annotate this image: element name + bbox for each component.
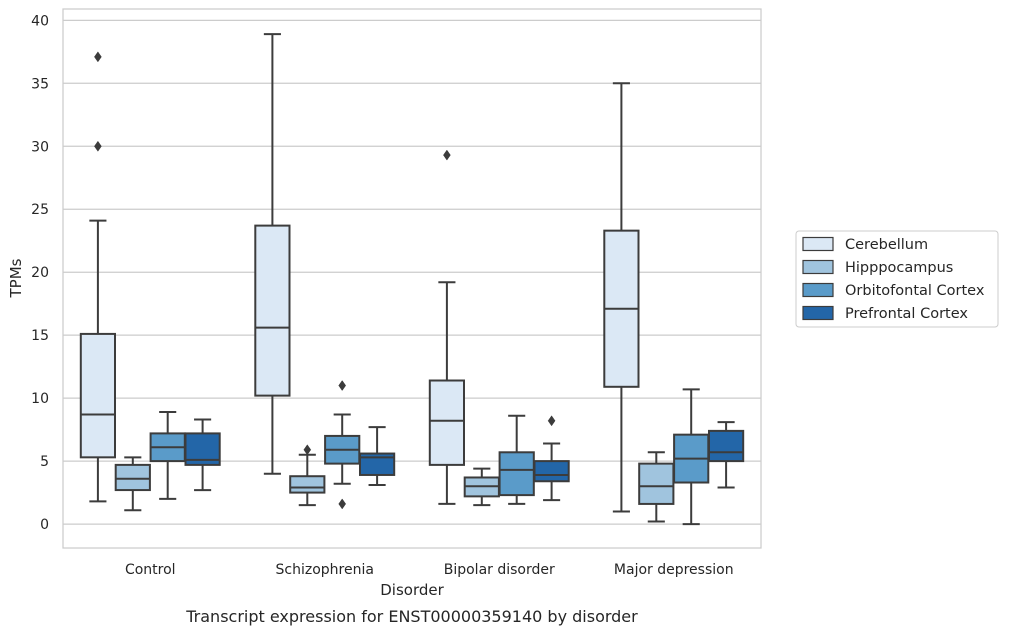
iqr-box	[79, 332, 117, 459]
box-group	[498, 414, 535, 505]
legend-swatch	[802, 282, 834, 298]
x-tick-label: Schizophrenia	[276, 562, 374, 578]
y-tick-label: 25	[31, 202, 49, 218]
y-tick-label: 0	[40, 517, 49, 533]
outlier-point	[443, 149, 451, 161]
y-tick-label: 30	[31, 139, 49, 155]
legend-items: Cerebellum Hipppocampus Orbitofontal Corte…	[802, 236, 985, 322]
chart-caption: Transcript expression for ENST0000035914…	[185, 607, 638, 626]
legend-label: Prefrontal Cortex	[845, 306, 968, 322]
box-group	[289, 444, 326, 507]
outlier-point	[94, 140, 102, 152]
box-group	[428, 149, 466, 505]
box-group	[463, 467, 500, 507]
legend-frame	[795, 230, 999, 328]
box-group	[254, 33, 291, 475]
legend-swatch	[802, 236, 834, 252]
outlier-point	[94, 51, 102, 63]
legend-label: Hipppocampus	[845, 260, 953, 276]
outlier-point	[547, 415, 556, 427]
legend-label: Cerebellum	[845, 237, 928, 253]
y-tick-labels: 0 5 10 15 20 25 30 35 40	[31, 13, 49, 533]
x-tick-labels: Control Schizophrenia Bipolar disorder Majo…	[125, 562, 734, 578]
box-layer	[79, 33, 745, 526]
box-group	[603, 82, 640, 513]
iqr-box	[638, 462, 675, 505]
box-group	[184, 418, 221, 492]
outlier-point	[338, 380, 347, 391]
x-tick-label: Control	[125, 562, 176, 578]
legend-label: Orbitofontal Cortex	[845, 283, 985, 299]
y-tick-label: 35	[31, 76, 49, 92]
iqr-box	[254, 224, 291, 397]
box-group	[79, 51, 117, 503]
iqr-box	[428, 379, 466, 466]
iqr-box	[358, 452, 396, 476]
box-group	[673, 388, 710, 526]
box-group	[114, 456, 151, 512]
legend-swatch	[802, 259, 834, 275]
iqr-box	[498, 451, 535, 497]
y-tick-label: 10	[31, 391, 49, 407]
box-group	[533, 415, 570, 502]
y-axis-label: TPMs	[7, 258, 25, 298]
iqr-box	[289, 475, 326, 494]
legend: Cerebellum Hipppocampus Orbitofontal Corte…	[795, 230, 999, 328]
y-tick-label: 15	[31, 328, 49, 344]
y-tick-label: 20	[31, 265, 49, 281]
box-group	[358, 426, 396, 487]
box-group	[149, 410, 186, 500]
y-tick-label: 40	[31, 13, 49, 29]
x-axis-label: Disorder	[380, 581, 444, 599]
box-group	[324, 380, 361, 510]
box-group	[707, 421, 745, 489]
outlier-point	[303, 444, 312, 456]
x-tick-label: Bipolar disorder	[444, 562, 555, 578]
iqr-box	[707, 429, 745, 463]
plot-area-frame	[62, 8, 762, 549]
y-tick-label: 5	[40, 454, 49, 470]
iqr-box	[114, 463, 151, 492]
outlier-point	[338, 498, 347, 510]
x-tick-label: Major depression	[614, 562, 734, 578]
legend-swatch	[802, 305, 834, 321]
iqr-box	[533, 460, 570, 483]
box-group	[638, 451, 675, 523]
